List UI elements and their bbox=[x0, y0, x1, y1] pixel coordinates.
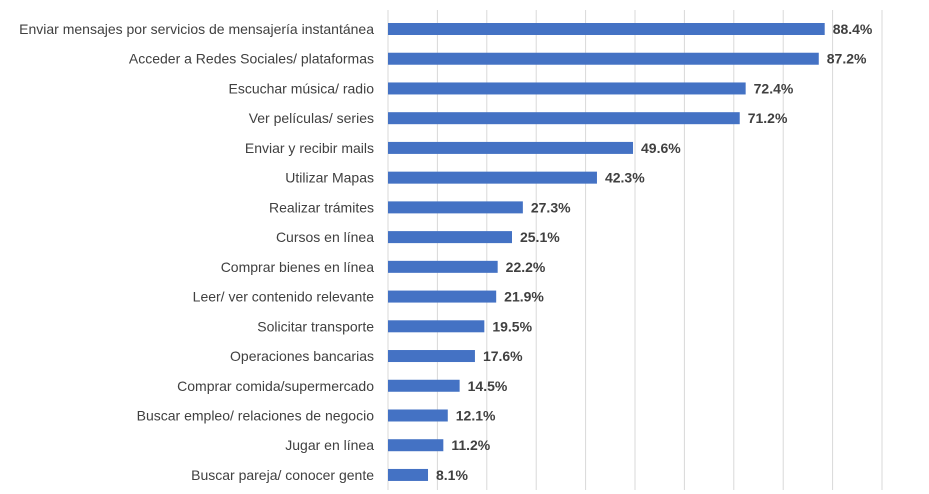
bar bbox=[388, 379, 460, 392]
value-label: 88.4% bbox=[833, 21, 873, 37]
category-label: Operaciones bancarias bbox=[230, 348, 374, 364]
bar bbox=[388, 260, 498, 273]
value-label: 21.9% bbox=[504, 289, 544, 305]
bar bbox=[388, 23, 825, 35]
value-label: 72.4% bbox=[754, 80, 794, 96]
value-label: 27.3% bbox=[531, 199, 571, 215]
bar bbox=[388, 350, 475, 363]
category-labels: Enviar mensajes por servicios de mensaje… bbox=[19, 21, 374, 483]
bar bbox=[388, 231, 512, 244]
bar bbox=[388, 290, 497, 303]
bar bbox=[388, 439, 444, 452]
bar bbox=[388, 112, 740, 125]
bar bbox=[388, 409, 448, 422]
category-label: Acceder a Redes Sociales/ plataformas bbox=[129, 51, 374, 67]
bar bbox=[388, 320, 485, 333]
category-label: Solicitar transporte bbox=[257, 318, 374, 334]
value-labels: 88.4% 87.2% 72.4% 71.2% 49.6% 42.3% 27.3% 25.1%… bbox=[436, 21, 873, 483]
category-label: Escuchar música/ radio bbox=[228, 80, 374, 96]
value-label: 19.5% bbox=[492, 318, 532, 334]
category-label: Comprar bienes en línea bbox=[221, 259, 375, 275]
bar bbox=[388, 201, 523, 214]
value-label: 42.3% bbox=[605, 170, 645, 186]
category-label: Comprar comida/supermercado bbox=[177, 378, 374, 394]
value-label: 22.2% bbox=[506, 259, 546, 275]
bar bbox=[388, 171, 597, 184]
category-label: Cursos en línea bbox=[276, 229, 374, 245]
value-label: 8.1% bbox=[436, 467, 468, 483]
category-label: Utilizar Mapas bbox=[285, 170, 374, 186]
value-label: 17.6% bbox=[483, 348, 523, 364]
category-label: Ver películas/ series bbox=[249, 110, 374, 126]
category-label: Jugar en línea bbox=[285, 437, 374, 453]
bar bbox=[388, 141, 634, 154]
category-label: Enviar mensajes por servicios de mensaje… bbox=[19, 21, 374, 37]
bar bbox=[388, 82, 746, 95]
bar bbox=[388, 52, 819, 65]
bar bbox=[388, 468, 429, 481]
category-label: Leer/ ver contenido relevante bbox=[193, 289, 375, 305]
value-label: 87.2% bbox=[827, 51, 867, 67]
category-label: Enviar y recibir mails bbox=[245, 140, 374, 156]
value-label: 12.1% bbox=[456, 407, 496, 423]
value-label: 14.5% bbox=[468, 378, 508, 394]
category-label: Buscar empleo/ relaciones de negocio bbox=[137, 407, 375, 423]
value-label: 11.2% bbox=[451, 437, 490, 453]
value-label: 49.6% bbox=[641, 140, 681, 156]
category-label: Buscar pareja/ conocer gente bbox=[191, 467, 374, 483]
value-label: 25.1% bbox=[520, 229, 560, 245]
bars bbox=[388, 23, 825, 481]
category-label: Realizar trámites bbox=[269, 199, 374, 215]
value-label: 71.2% bbox=[748, 110, 788, 126]
